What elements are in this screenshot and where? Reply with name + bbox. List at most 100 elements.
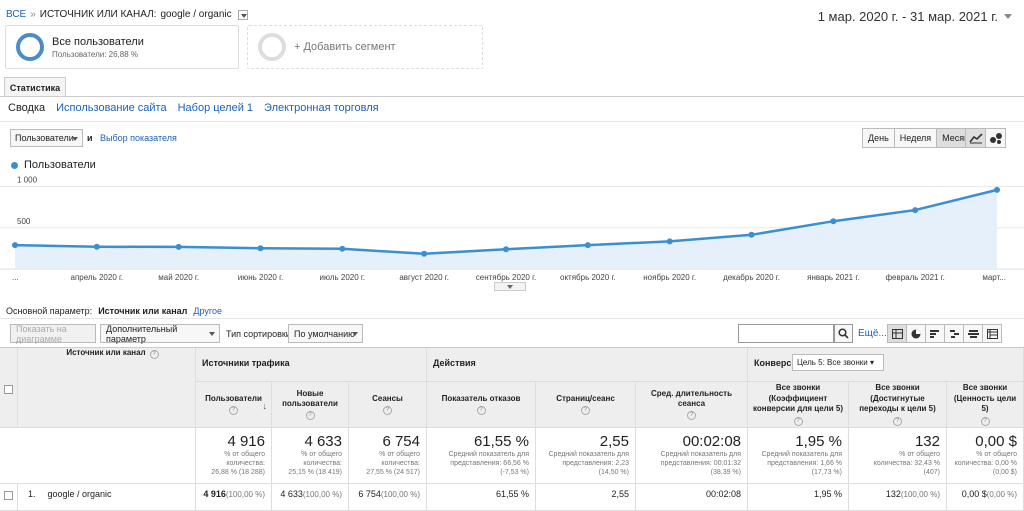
data-point-0[interactable]: [12, 242, 18, 249]
data-point-9[interactable]: [748, 231, 755, 238]
row-index: 1.: [28, 489, 36, 499]
line-chart-icon[interactable]: [965, 128, 986, 148]
chart-type-switcher: [965, 128, 1006, 148]
data-point-3[interactable]: [257, 245, 264, 252]
data-point-11[interactable]: [912, 207, 919, 214]
totals-cell: 6 754% от общего количества: 27,55 % (24 5…: [349, 428, 427, 484]
column-header-6[interactable]: Все звонки (Коэффициент конверсии для це…: [748, 382, 849, 428]
x-tick-label: июнь 2020 г.: [238, 273, 283, 282]
group-traffic-sources: Источники трафика: [196, 348, 427, 382]
search-icon[interactable]: [834, 324, 853, 343]
secondary-dimension-select[interactable]: Дополнительный параметр: [100, 324, 220, 344]
row-percent: (100,00 %): [302, 490, 342, 499]
subtab-summary[interactable]: Сводка: [8, 102, 46, 114]
breadcrumb-all-link[interactable]: ВСЕ: [6, 9, 27, 20]
pie-view-icon[interactable]: [906, 324, 926, 343]
table-search-input[interactable]: [738, 324, 834, 343]
column-header-7[interactable]: Все звонки (Достигнутые переходы к цели …: [849, 382, 947, 428]
row-value: 61,55 %: [495, 489, 529, 499]
period-day-button[interactable]: День: [862, 128, 895, 148]
dimension-header[interactable]: Источник или канал?: [18, 348, 196, 428]
row-value: 2,55: [611, 489, 629, 499]
row-dimension-link[interactable]: google / organic: [47, 489, 112, 499]
metric-select[interactable]: Пользователи: [10, 129, 83, 147]
pick-metric-link[interactable]: Выбор показателя: [100, 133, 177, 143]
users-line-chart[interactable]: 1 000 500 ... апрель 2020 г. май 2020 г. июн…: [0, 170, 1024, 286]
totals-cell: 4 916% от общего количества: 26,88 % (18 2…: [196, 428, 272, 484]
table-view-icon[interactable]: [887, 324, 907, 343]
pivot-view-icon[interactable]: [982, 324, 1002, 343]
totals-cell: 132% от общего количества: 32,43 % (407): [849, 428, 947, 484]
totals-cell: 1,95 % Средний показатель для представлени…: [748, 428, 849, 484]
column-header-label: Все звонки (Ценность цели 5): [953, 383, 1017, 414]
motion-chart-icon[interactable]: [985, 128, 1006, 148]
data-point-8[interactable]: [666, 238, 673, 245]
column-header-label: Все звонки (Коэффициент конверсии для це…: [752, 383, 844, 414]
help-icon[interactable]: ?: [149, 350, 159, 359]
column-header-label: Пользователи: [205, 393, 262, 403]
row-value: 4 633: [280, 489, 303, 499]
other-dimension-link[interactable]: Другое: [193, 306, 222, 316]
row-value: 4 916: [203, 489, 226, 499]
data-point-4[interactable]: [339, 245, 346, 252]
column-header-label: Сеансы: [372, 393, 403, 403]
column-header-4[interactable]: Страниц/сеанс?: [536, 382, 636, 428]
column-header-2[interactable]: Сеансы?: [349, 382, 427, 428]
column-header-0[interactable]: Пользователи? ↓: [196, 382, 272, 428]
subtabs: Сводка Использование сайта Набор целей 1…: [8, 102, 379, 114]
data-point-1[interactable]: [93, 243, 100, 250]
help-icon[interactable]: ?: [383, 406, 392, 416]
help-icon[interactable]: ?: [476, 406, 486, 416]
total-comparison: % от общего количества: 26,88 % (18 288): [211, 451, 265, 476]
metric-select-value: Пользователи: [15, 133, 74, 143]
help-icon[interactable]: ?: [581, 406, 590, 416]
segment-all-users[interactable]: Все пользователи Пользователи: 26,88 %: [5, 25, 239, 69]
x-tick-label: ноябрь 2020 г.: [643, 273, 696, 282]
breadcrumb-dropdown-icon[interactable]: [237, 9, 248, 20]
column-header-3[interactable]: Показатель отказов?: [427, 382, 536, 428]
data-table: Источник или канал? Источники трафика Дейс…: [0, 347, 1024, 511]
data-point-7[interactable]: [584, 242, 591, 249]
goal-select[interactable]: Цель 5: Все звонки ▾: [792, 354, 884, 371]
column-header-1[interactable]: Новые пользователи?: [272, 382, 349, 428]
data-point-5[interactable]: [421, 250, 428, 257]
data-point-6[interactable]: [503, 246, 509, 253]
term-cloud-view-icon[interactable]: [963, 324, 983, 343]
column-header-5[interactable]: Сред. длительность сеанса?: [636, 382, 748, 428]
data-point-10[interactable]: [830, 218, 837, 225]
date-range-picker[interactable]: 1 мар. 2020 г. - 31 мар. 2021 г.: [818, 9, 1012, 24]
subtab-site-usage[interactable]: Использование сайта: [56, 102, 167, 114]
data-point-2[interactable]: [175, 243, 182, 250]
help-icon[interactable]: ?: [980, 416, 990, 426]
comparison-view-icon[interactable]: [944, 324, 964, 343]
column-header-8[interactable]: Все звонки (Ценность цели 5)?: [947, 382, 1024, 428]
plot-rows-button[interactable]: Показать на диаграмме: [10, 324, 96, 344]
select-all-checkbox[interactable]: [4, 385, 13, 394]
primary-dimension-value[interactable]: Источник или канал: [98, 306, 188, 316]
row-checkbox[interactable]: [4, 491, 13, 500]
sort-type-value: По умолчанию: [294, 328, 355, 339]
data-point-12[interactable]: [994, 186, 1000, 193]
help-icon[interactable]: ?: [229, 406, 238, 416]
sort-type-select[interactable]: По умолчанию: [288, 324, 363, 343]
performance-view-icon[interactable]: [925, 324, 945, 343]
total-value: 1,95 %: [795, 433, 842, 450]
tab-statistics[interactable]: Статистика: [4, 77, 66, 97]
subtab-goal-set[interactable]: Набор целей 1: [177, 102, 254, 114]
and-label: и: [87, 133, 93, 143]
collapse-chart-handle[interactable]: [494, 282, 526, 291]
help-icon[interactable]: ?: [687, 411, 696, 421]
legend-label: Пользователи: [24, 159, 96, 171]
help-icon[interactable]: ?: [893, 416, 902, 426]
subtab-ecommerce[interactable]: Электронная торговля: [264, 102, 379, 114]
add-segment-button[interactable]: + Добавить сегмент: [247, 25, 483, 69]
help-icon[interactable]: ?: [305, 411, 315, 421]
empty-segment-ring-icon: [258, 33, 286, 61]
row-value: 132: [885, 489, 901, 499]
advanced-filter-link[interactable]: Ещё...: [858, 328, 887, 339]
period-week-button[interactable]: Неделя: [893, 128, 938, 148]
sort-arrow-icon[interactable]: ↓: [262, 401, 268, 411]
total-comparison: % от общего количества: 25,15 % (18 419): [288, 451, 342, 476]
help-icon[interactable]: ?: [793, 416, 803, 426]
total-comparison: Средний показатель для представления: 00:…: [660, 451, 742, 476]
